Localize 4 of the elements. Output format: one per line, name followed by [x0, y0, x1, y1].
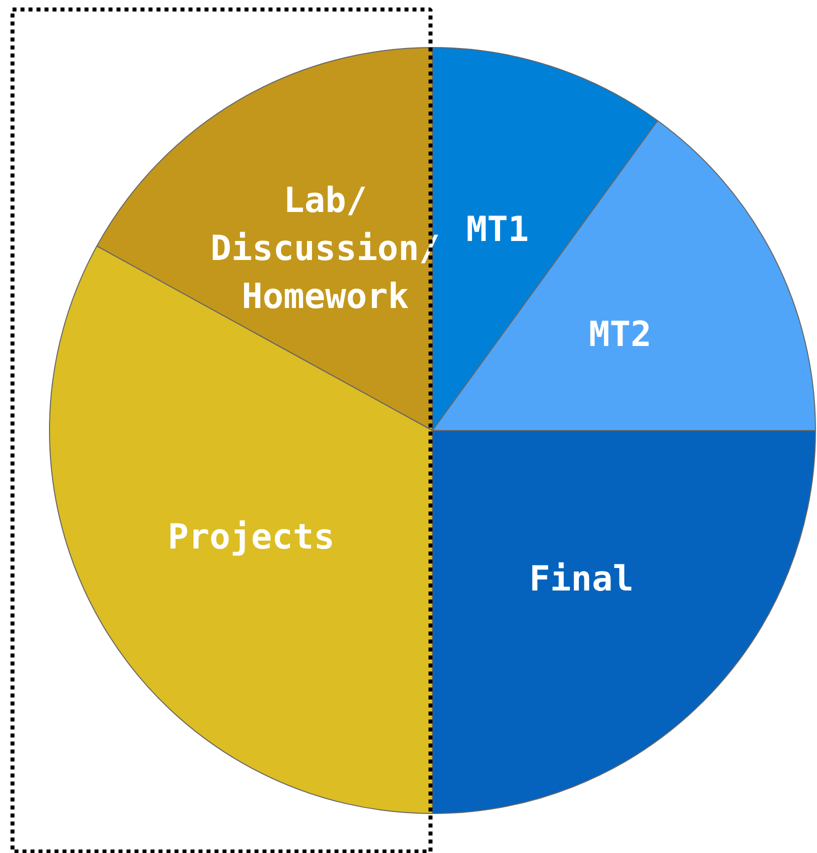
- slice-label: Final: [529, 559, 634, 600]
- slice-label: MT2: [588, 314, 652, 355]
- slice-label: MT1: [466, 210, 529, 250]
- slice-label: Projects: [168, 518, 335, 558]
